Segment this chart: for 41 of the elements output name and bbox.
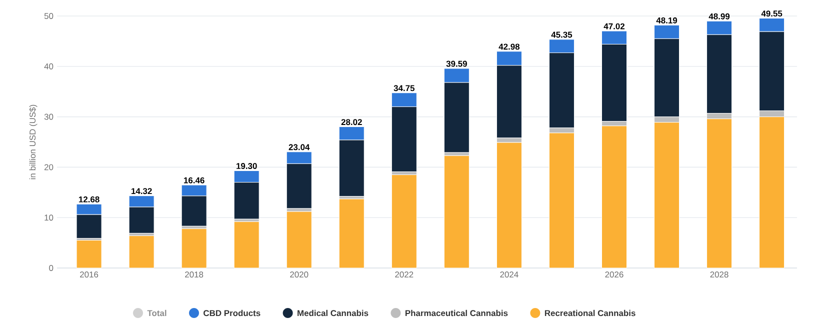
bar <box>181 228 207 268</box>
legend-label: Pharmaceutical Cannabis <box>405 310 508 316</box>
legend-label: Recreational Cannabis <box>544 310 636 316</box>
bar <box>286 211 312 268</box>
y-tick-label: 0 <box>49 265 54 271</box>
bar <box>76 240 102 268</box>
y-tick-label: 30 <box>44 114 54 120</box>
total-label: 48.19 <box>656 17 678 24</box>
x-tick-label: 2028 <box>710 272 728 278</box>
total-label: 16.46 <box>184 177 204 184</box>
x-tick-label: 2022 <box>395 272 414 278</box>
legend-label: CBD Products <box>204 310 260 316</box>
bar <box>391 174 417 268</box>
bar <box>338 198 364 268</box>
total-label: 19.30 <box>236 163 257 170</box>
y-tick-label: 10 <box>44 214 54 221</box>
total-label: 39.59 <box>446 60 467 67</box>
x-tick-label: 2024 <box>500 272 518 278</box>
legend-label: Medical Cannabis <box>298 310 368 316</box>
x-tick-label: 2018 <box>185 272 204 278</box>
total-label: 42.98 <box>498 44 520 50</box>
total-label: 14.32 <box>132 188 152 194</box>
total-label: 45.35 <box>551 32 572 38</box>
total-label: 23.04 <box>288 144 310 150</box>
y-tick-label: 20 <box>44 164 54 170</box>
bar <box>234 221 260 268</box>
bar <box>128 235 154 268</box>
x-tick-label: 2016 <box>80 272 98 278</box>
total-label: 28.02 <box>341 119 362 126</box>
bar <box>444 155 470 268</box>
x-tick-label: 2026 <box>605 272 624 278</box>
x-tick-label: 2020 <box>290 272 308 278</box>
legend-label: Total <box>147 310 166 316</box>
total-label: 34.75 <box>394 85 415 92</box>
y-tick-label: 50 <box>44 13 54 19</box>
y-axis-title: in billion USD (US$) <box>29 104 38 180</box>
total-label: 49.55 <box>761 10 782 17</box>
total-label: 47.02 <box>604 23 625 30</box>
total-label: 48.99 <box>708 13 730 20</box>
total-label: 12.68 <box>78 196 100 202</box>
y-tick-label: 40 <box>44 63 54 70</box>
